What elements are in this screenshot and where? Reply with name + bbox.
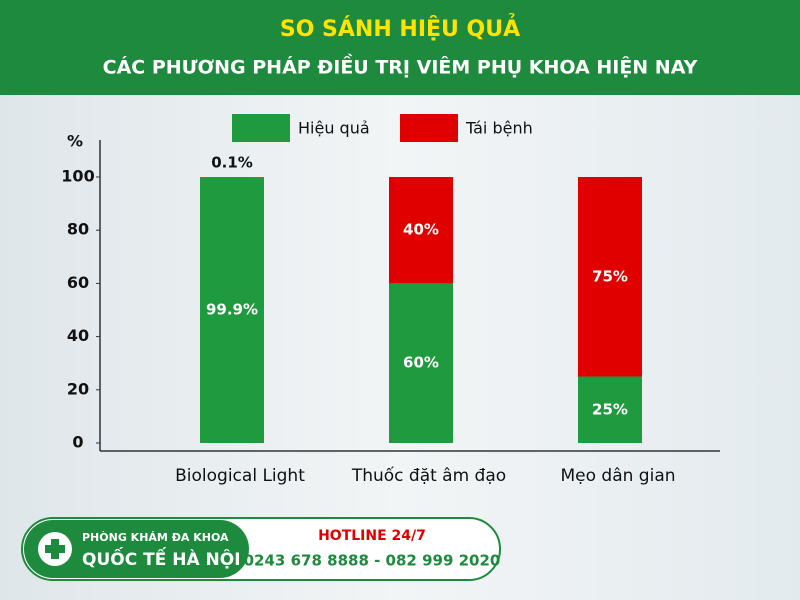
hotline-title: HOTLINE 24/7 xyxy=(318,528,426,544)
value-label: 60% xyxy=(403,354,439,372)
chart-title: SO SÁNH HIỆU QUẢ xyxy=(280,14,520,42)
legend-swatch xyxy=(400,114,458,142)
y-tick-label: 40 xyxy=(67,326,89,345)
value-label: 75% xyxy=(592,267,628,285)
clinic-line1: PHÒNG KHÁM ĐA KHOA xyxy=(82,531,229,544)
legend-swatch xyxy=(232,114,290,142)
value-label: 0.1% xyxy=(211,154,253,172)
header-banner xyxy=(0,0,800,95)
x-tick-label: Thuốc đặt âm đạo xyxy=(351,465,506,486)
bar-segment xyxy=(200,177,264,444)
value-label: 99.9% xyxy=(206,301,258,319)
value-label: 40% xyxy=(403,221,439,239)
logo-cross xyxy=(45,539,65,559)
footer: PHÒNG KHÁM ĐA KHOA QUỐC TẾ HÀ NỘI HOTLIN… xyxy=(21,517,501,581)
y-tick-label: 80 xyxy=(67,220,89,239)
bar-segment xyxy=(578,376,642,443)
bar-segment xyxy=(389,177,453,284)
legend-label: Tái bệnh xyxy=(465,119,533,138)
clinic-line2: QUỐC TẾ HÀ NỘI xyxy=(82,546,241,570)
x-tick-label: Biological Light xyxy=(175,466,305,486)
bar-segment xyxy=(389,283,453,443)
hotline-numbers: 0243 678 8888 - 082 999 2020 xyxy=(244,552,501,570)
clinic-badge xyxy=(24,520,249,578)
chart-subtitle: CÁC PHƯƠNG PHÁP ĐIỀU TRỊ VIÊM PHỤ KHOA H… xyxy=(103,53,698,79)
y-axis-label: % xyxy=(67,132,83,151)
bar-segment xyxy=(578,177,642,377)
y-tick-label: 20 xyxy=(67,379,89,398)
x-tick-label: Mẹo dân gian xyxy=(560,466,675,486)
y-tick-label: 100 xyxy=(61,167,94,186)
y-tick-label: 0 xyxy=(72,433,83,452)
y-tick-label: 60 xyxy=(67,273,89,292)
value-label: 25% xyxy=(592,400,628,418)
legend-label: Hiệu quả xyxy=(298,119,370,138)
